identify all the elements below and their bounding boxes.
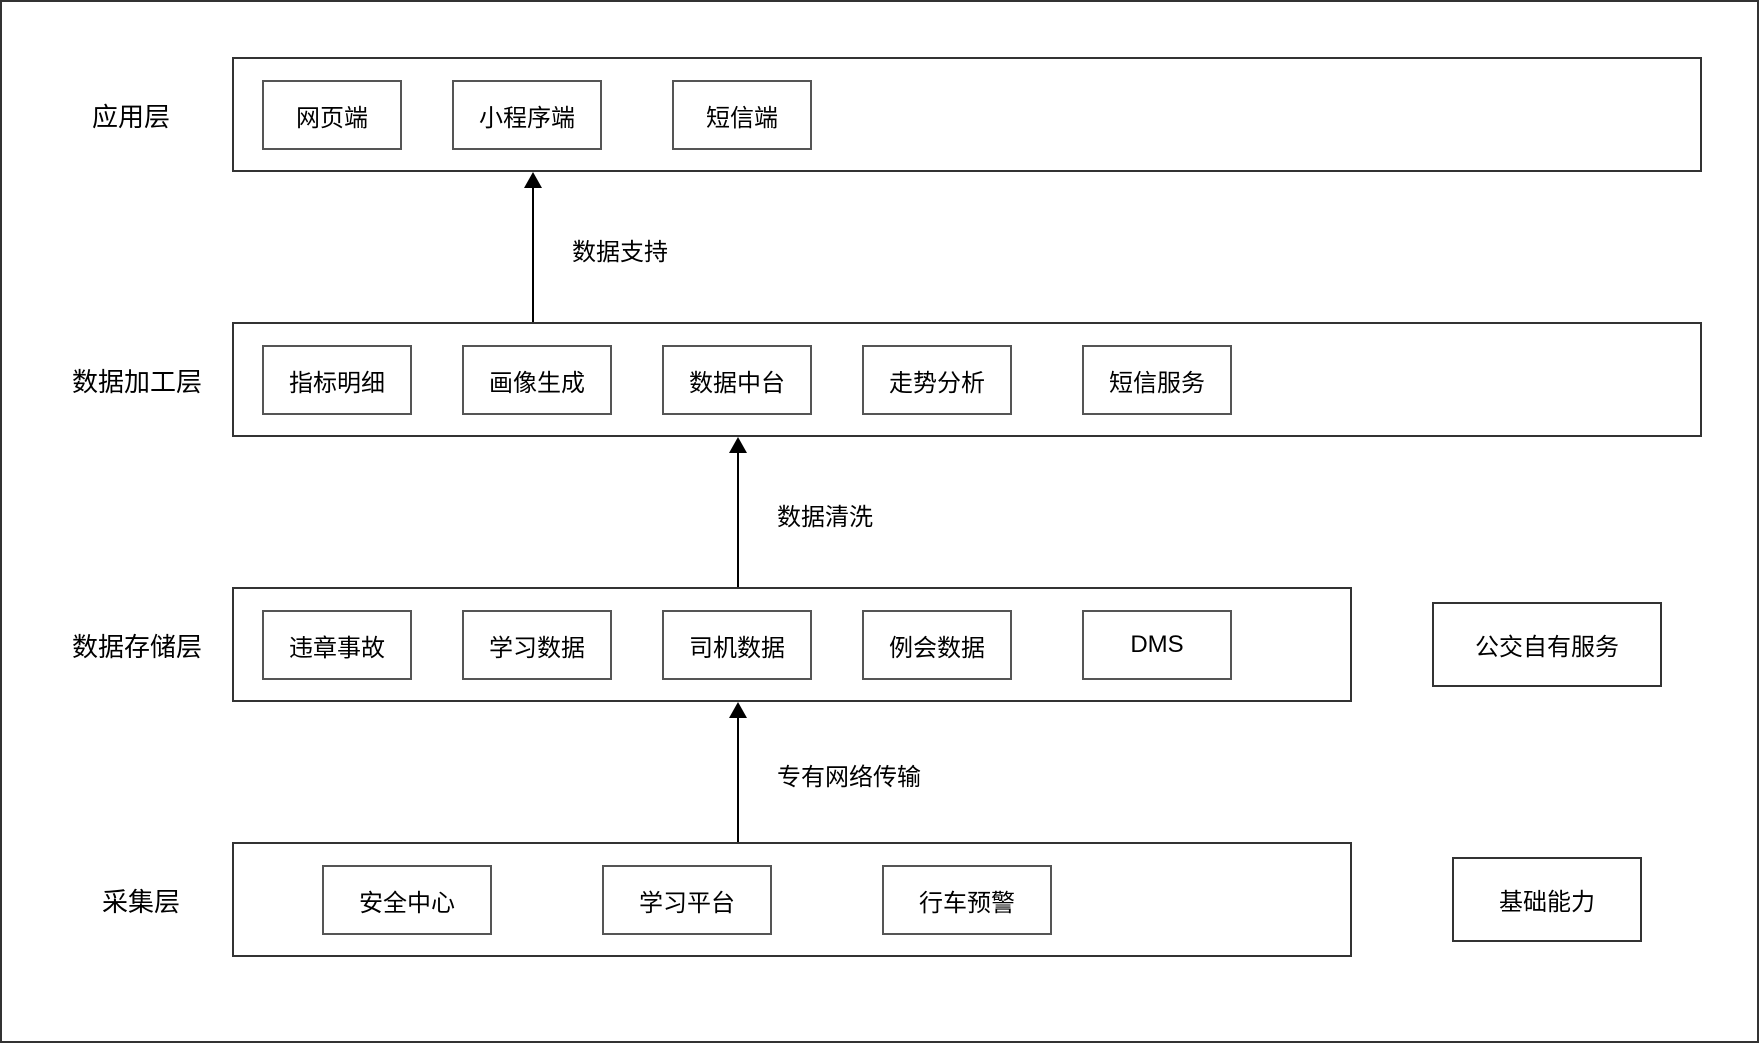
item-metric-detail: 指标明细	[262, 345, 412, 415]
side-basic-capability: 基础能力	[1452, 857, 1642, 942]
arrow-label-data-clean: 数据清洗	[777, 497, 873, 532]
side-bus-service: 公交自有服务	[1432, 602, 1662, 687]
arrow-collect-to-storage	[737, 704, 739, 842]
item-sms: 短信端	[672, 80, 812, 150]
arrow-process-to-app	[532, 174, 534, 322]
item-web: 网页端	[262, 80, 402, 150]
diagram-canvas: 应用层 网页端 小程序端 短信端 数据支持 数据加工层 指标明细 画像生成 数据…	[0, 0, 1759, 1043]
item-dms: DMS	[1082, 610, 1232, 680]
item-learning-platform: 学习平台	[602, 865, 772, 935]
item-drive-alert: 行车预警	[882, 865, 1052, 935]
item-learning-data: 学习数据	[462, 610, 612, 680]
item-miniprogram: 小程序端	[452, 80, 602, 150]
item-sms-service: 短信服务	[1082, 345, 1232, 415]
layer-label-app: 应用层	[92, 97, 170, 134]
arrow-label-data-support: 数据支持	[572, 232, 668, 267]
item-trend-analysis: 走势分析	[862, 345, 1012, 415]
arrow-label-network-transfer: 专有网络传输	[777, 757, 921, 792]
layer-label-storage: 数据存储层	[72, 627, 202, 664]
item-violation: 违章事故	[262, 610, 412, 680]
item-data-middle: 数据中台	[662, 345, 812, 415]
layer-label-collect: 采集层	[102, 882, 180, 919]
layer-label-process: 数据加工层	[72, 362, 202, 399]
item-driver-data: 司机数据	[662, 610, 812, 680]
item-meeting-data: 例会数据	[862, 610, 1012, 680]
arrow-storage-to-process	[737, 439, 739, 587]
item-safety-center: 安全中心	[322, 865, 492, 935]
item-portrait-gen: 画像生成	[462, 345, 612, 415]
